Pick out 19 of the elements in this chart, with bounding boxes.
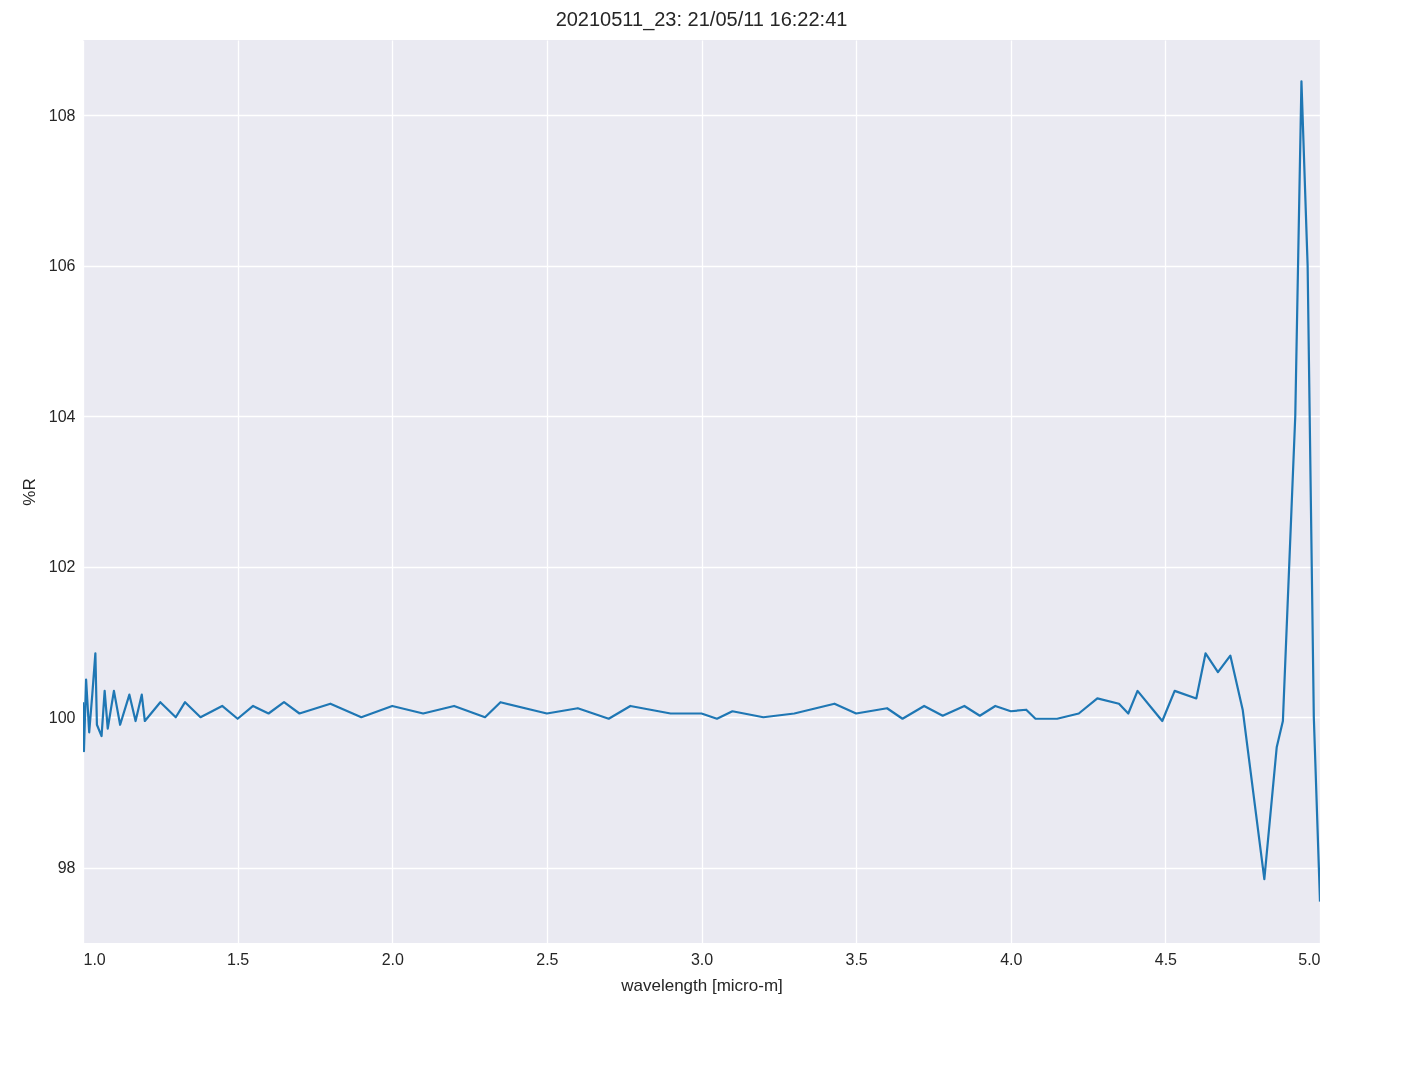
y-tick-label: 106 bbox=[48, 257, 76, 275]
y-tick-label: 102 bbox=[48, 558, 76, 576]
y-tick-label: 108 bbox=[48, 106, 76, 124]
x-axis-title: wavelength [micro-m] bbox=[620, 975, 783, 995]
x-tick-label: 5.0 bbox=[1298, 950, 1321, 968]
x-tick-label: 3.5 bbox=[845, 950, 868, 968]
x-tick-label: 4.0 bbox=[1000, 950, 1023, 968]
x-tick-label: 1.5 bbox=[227, 950, 250, 968]
chart-title: 20210511_23: 21/05/11 16:22:41 bbox=[555, 8, 848, 31]
y-tick-label: 100 bbox=[48, 708, 76, 726]
y-tick-label: 104 bbox=[48, 407, 76, 425]
y-axis-title: %R bbox=[19, 478, 39, 506]
x-tick-label: 1.0 bbox=[83, 950, 106, 968]
line-series bbox=[83, 80, 1320, 903]
x-tick-label: 4.5 bbox=[1154, 950, 1178, 968]
y-tick-label: 98 bbox=[57, 859, 76, 877]
x-tick-label: 2.5 bbox=[536, 950, 559, 968]
x-tick-label: 2.0 bbox=[381, 950, 404, 968]
x-tick-label: 3.0 bbox=[690, 950, 714, 968]
